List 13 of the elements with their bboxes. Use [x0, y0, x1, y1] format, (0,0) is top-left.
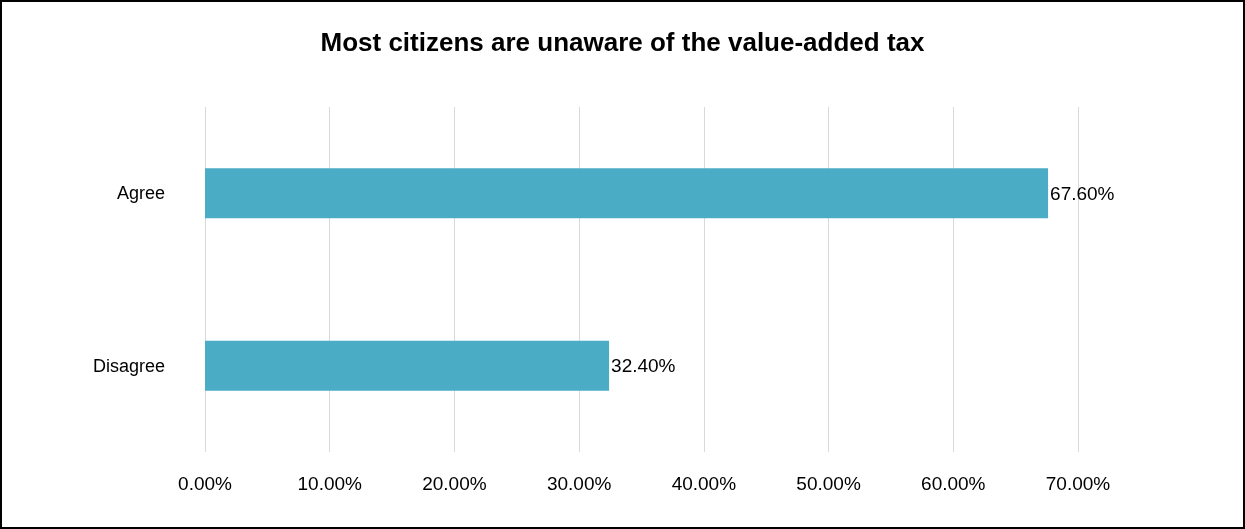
x-tick-label: 10.00%	[297, 473, 363, 494]
x-tick-label: 50.00%	[796, 473, 861, 494]
x-tick-label: 40.00%	[671, 473, 737, 494]
chart-title: Most citizens are unaware of the value-added tax	[320, 27, 925, 57]
y-tick-label: Agree	[116, 183, 165, 204]
x-tick-label: 0.00%	[178, 473, 233, 494]
x-tick-label: 20.00%	[422, 473, 487, 494]
data-label: 32.40%	[611, 355, 676, 377]
x-tick-label: 30.00%	[546, 473, 612, 494]
x-tick-label: 60.00%	[921, 473, 986, 494]
x-tick-label: 70.00%	[1045, 473, 1111, 494]
y-tick-label: Disagree	[92, 355, 165, 376]
data-label: 67.60%	[1050, 182, 1115, 204]
